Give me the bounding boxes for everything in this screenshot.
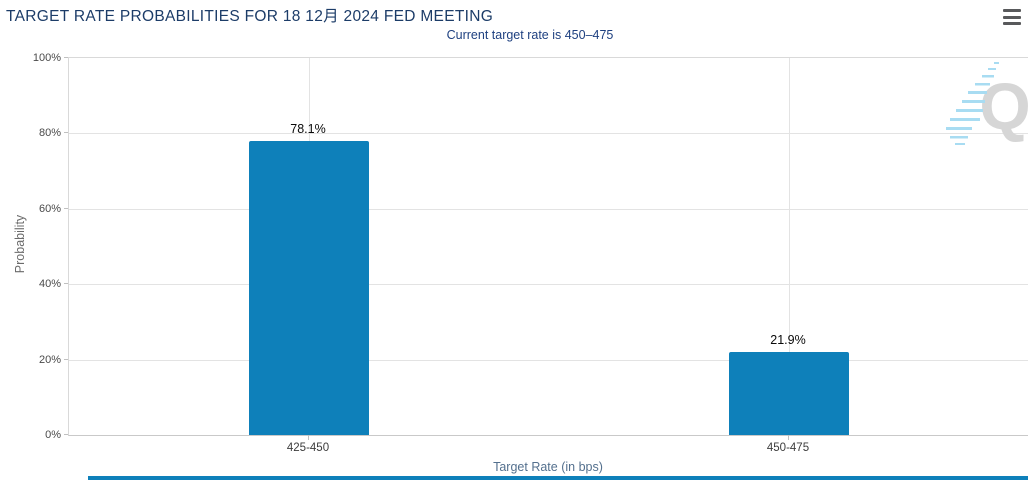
y-gridline <box>69 359 1028 361</box>
bar-value-label: 78.1% <box>290 121 326 136</box>
hamburger-bar <box>1003 22 1021 25</box>
y-gridline <box>69 284 1028 286</box>
y-tick-mark <box>64 358 68 360</box>
probability-bar[interactable] <box>249 140 369 435</box>
y-tick-label: 40% <box>38 278 61 291</box>
hamburger-menu-icon[interactable] <box>1003 9 1021 25</box>
page-title: TARGET RATE PROBABILITIES FOR 18 12月 202… <box>6 8 494 25</box>
category-gridline <box>789 58 790 435</box>
x-tick-label: 450-475 <box>766 442 810 454</box>
y-gridline <box>69 208 1028 210</box>
y-tick-mark <box>64 283 68 285</box>
y-tick-label: 60% <box>38 202 61 215</box>
y-tick-mark <box>64 57 68 58</box>
y-tick-mark <box>64 207 68 209</box>
x-tick-mark <box>308 435 309 440</box>
x-tick-label: 425-450 <box>286 442 330 454</box>
plot-area <box>68 57 1028 436</box>
y-tick-label: 0% <box>45 429 61 441</box>
bar-value-label: 21.9% <box>770 333 806 348</box>
y-gridline <box>69 133 1028 135</box>
y-tick-mark <box>64 434 68 435</box>
y-tick-label: 80% <box>38 127 61 140</box>
y-tick-label: 20% <box>38 353 61 366</box>
y-axis-title: Probability <box>13 214 27 274</box>
y-tick-mark <box>64 132 68 134</box>
bottom-accent-bar <box>88 476 1028 480</box>
chart-subtitle: Current target rate is 450–475 <box>446 28 614 42</box>
x-axis-title: Target Rate (in bps) <box>493 460 603 474</box>
y-tick-label: 100% <box>32 52 61 64</box>
x-tick-mark <box>788 435 789 440</box>
hamburger-bar <box>1003 15 1021 19</box>
hamburger-bar <box>1003 9 1021 12</box>
probability-bar[interactable] <box>729 352 849 435</box>
